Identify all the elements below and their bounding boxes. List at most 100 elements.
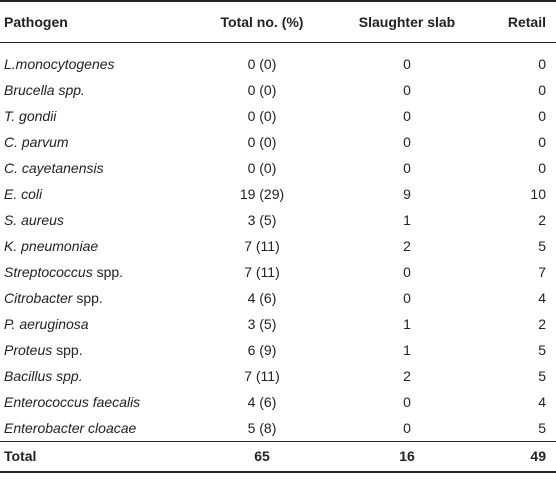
pathogen-cell: Enterobacter cloacae bbox=[0, 415, 196, 442]
pathogen-cell: C. cayetanensis bbox=[0, 155, 196, 181]
table-row: Enterobacter cloacae 5 (8) 0 5 bbox=[0, 415, 556, 442]
table-body: L.monocytogenes 0 (0) 0 0 Brucella spp. 0 (0)… bbox=[0, 42, 556, 441]
retail-cell: 0 bbox=[538, 107, 546, 124]
slaughter-slab-cell: 0 bbox=[403, 263, 411, 280]
pathogen-name: C. parvum bbox=[4, 133, 69, 150]
total-retail: 49 bbox=[486, 440, 556, 473]
pathogen-cell: Proteus spp. bbox=[0, 337, 196, 363]
total-cell: 4 (6) bbox=[247, 289, 277, 306]
total-count: 65 bbox=[196, 440, 328, 473]
pathogen-suffix: spp. bbox=[52, 341, 83, 358]
pathogen-cell: K. pneumoniae bbox=[0, 233, 196, 259]
pathogen-name: L.monocytogenes bbox=[4, 55, 115, 72]
slaughter-slab-cell: 0 bbox=[403, 289, 411, 306]
slaughter-slab-cell: 0 bbox=[403, 393, 411, 410]
total-cell: 0 (0) bbox=[247, 133, 277, 150]
pathogen-cell: S. aureus bbox=[0, 207, 196, 233]
table-row: E. coli 19 (29) 9 10 bbox=[0, 181, 556, 207]
total-cell: 7 (11) bbox=[244, 367, 280, 384]
pathogen-cell: L.monocytogenes bbox=[0, 42, 196, 77]
pathogen-table: Pathogen Total no. (%) Slaughter slab Re… bbox=[0, 0, 556, 473]
pathogen-name: E. coli bbox=[4, 185, 43, 202]
slaughter-slab-cell: 0 bbox=[403, 133, 411, 150]
header-pathogen: Pathogen bbox=[0, 0, 196, 43]
retail-cell: 2 bbox=[538, 315, 546, 332]
pathogen-name: Streptococcus bbox=[4, 263, 93, 280]
table-row: T. gondii 0 (0) 0 0 bbox=[0, 103, 556, 129]
pathogen-name: S. aureus bbox=[4, 211, 64, 228]
pathogen-name: Bacillus spp. bbox=[4, 367, 83, 384]
table-header: Pathogen Total no. (%) Slaughter slab Re… bbox=[0, 0, 556, 43]
table-row: Bacillus spp. 7 (11) 2 5 bbox=[0, 363, 556, 389]
pathogen-name: Enterobacter cloacae bbox=[4, 419, 137, 436]
pathogen-cell: Brucella spp. bbox=[0, 77, 196, 103]
table-row: Citrobacter spp. 4 (6) 0 4 bbox=[0, 285, 556, 311]
retail-cell: 4 bbox=[538, 393, 546, 410]
retail-cell: 5 bbox=[538, 367, 546, 384]
total-cell: 0 (0) bbox=[247, 159, 277, 176]
total-cell: 0 (0) bbox=[247, 81, 277, 98]
slaughter-slab-cell: 2 bbox=[403, 367, 411, 384]
slaughter-slab-cell: 0 bbox=[403, 55, 411, 72]
table-row: Proteus spp. 6 (9) 1 5 bbox=[0, 337, 556, 363]
retail-cell: 0 bbox=[538, 81, 546, 98]
pathogen-cell: E. coli bbox=[0, 181, 196, 207]
pathogen-suffix: spp. bbox=[92, 263, 124, 280]
slaughter-slab-cell: 0 bbox=[403, 107, 411, 124]
retail-cell: 5 bbox=[538, 419, 546, 436]
table-row: S. aureus 3 (5) 1 2 bbox=[0, 207, 556, 233]
slaughter-slab-cell: 1 bbox=[403, 341, 411, 358]
table-row: C. parvum 0 (0) 0 0 bbox=[0, 129, 556, 155]
table-row: Brucella spp. 0 (0) 0 0 bbox=[0, 77, 556, 103]
retail-cell: 10 bbox=[530, 185, 546, 202]
total-cell: 3 (5) bbox=[247, 211, 277, 228]
header-slaughter-slab: Slaughter slab bbox=[328, 0, 486, 43]
table-row: L.monocytogenes 0 (0) 0 0 bbox=[0, 42, 556, 77]
total-slaughter: 16 bbox=[328, 440, 486, 473]
table-row: K. pneumoniae 7 (11) 2 5 bbox=[0, 233, 556, 259]
pathogen-suffix: spp. bbox=[72, 289, 103, 306]
total-label: Total bbox=[0, 440, 196, 473]
total-cell: 0 (0) bbox=[247, 55, 277, 72]
pathogen-name: C. cayetanensis bbox=[4, 159, 104, 176]
total-row: Total 65 16 49 bbox=[0, 440, 556, 473]
slaughter-slab-cell: 2 bbox=[403, 237, 411, 254]
header-row: Pathogen Total no. (%) Slaughter slab Re… bbox=[0, 0, 556, 43]
total-cell: 19 (29) bbox=[239, 185, 285, 202]
retail-cell: 0 bbox=[538, 159, 546, 176]
header-total: Total no. (%) bbox=[196, 0, 328, 43]
pathogen-name: Enterococcus faecalis bbox=[4, 393, 141, 410]
pathogen-name: P. aeruginosa bbox=[4, 315, 89, 332]
pathogen-cell: Enterococcus faecalis bbox=[0, 389, 196, 415]
pathogen-name: Citrobacter bbox=[4, 289, 73, 306]
slaughter-slab-cell: 9 bbox=[403, 185, 411, 202]
retail-cell: 5 bbox=[538, 237, 546, 254]
retail-cell: 2 bbox=[538, 211, 546, 228]
retail-cell: 5 bbox=[538, 341, 546, 358]
pathogen-cell: Bacillus spp. bbox=[0, 363, 196, 389]
total-cell: 7 (11) bbox=[244, 263, 280, 280]
table-footer: Total 65 16 49 bbox=[0, 440, 556, 473]
pathogen-name: T. gondii bbox=[4, 107, 57, 124]
table-row: C. cayetanensis 0 (0) 0 0 bbox=[0, 155, 556, 181]
retail-cell: 0 bbox=[538, 55, 546, 72]
slaughter-slab-cell: 0 bbox=[403, 81, 411, 98]
pathogen-name: K. pneumoniae bbox=[4, 237, 99, 254]
table-row: Streptococcus spp. 7 (11) 0 7 bbox=[0, 259, 556, 285]
retail-cell: 7 bbox=[538, 263, 546, 280]
slaughter-slab-cell: 1 bbox=[403, 315, 411, 332]
total-cell: 4 (6) bbox=[247, 393, 277, 410]
pathogen-cell: Citrobacter spp. bbox=[0, 285, 196, 311]
header-retail: Retail bbox=[486, 0, 556, 43]
total-cell: 0 (0) bbox=[247, 107, 277, 124]
pathogen-cell: Streptococcus spp. bbox=[0, 259, 196, 285]
retail-cell: 0 bbox=[538, 133, 546, 150]
pathogen-name: Proteus bbox=[4, 341, 53, 358]
retail-cell: 4 bbox=[538, 289, 546, 306]
slaughter-slab-cell: 1 bbox=[403, 211, 411, 228]
pathogen-cell: P. aeruginosa bbox=[0, 311, 196, 337]
total-cell: 6 (9) bbox=[247, 341, 277, 358]
table-row: P. aeruginosa 3 (5) 1 2 bbox=[0, 311, 556, 337]
slaughter-slab-cell: 0 bbox=[403, 419, 411, 436]
